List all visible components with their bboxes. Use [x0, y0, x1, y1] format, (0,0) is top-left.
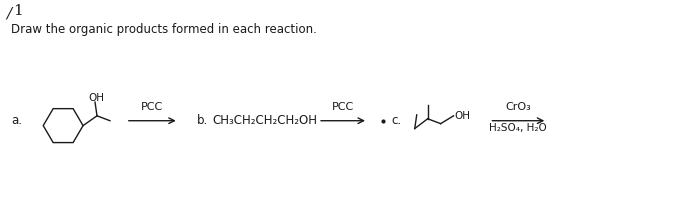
Text: OH: OH [454, 111, 470, 121]
Text: CH₃CH₂CH₂CH₂OH: CH₃CH₂CH₂CH₂OH [213, 114, 318, 127]
Text: Draw the organic products formed in each reaction.: Draw the organic products formed in each… [11, 23, 317, 36]
Text: PCC: PCC [141, 102, 163, 112]
Text: CrO₃: CrO₃ [505, 102, 531, 112]
Text: a.: a. [11, 114, 22, 127]
Text: PCC: PCC [332, 102, 354, 112]
Text: OH: OH [88, 93, 104, 103]
Text: b.: b. [197, 114, 208, 127]
Text: 1: 1 [13, 4, 23, 18]
Text: /: / [6, 7, 11, 21]
Text: H₂SO₄, H₂O: H₂SO₄, H₂O [489, 123, 547, 134]
Text: c.: c. [392, 114, 402, 127]
